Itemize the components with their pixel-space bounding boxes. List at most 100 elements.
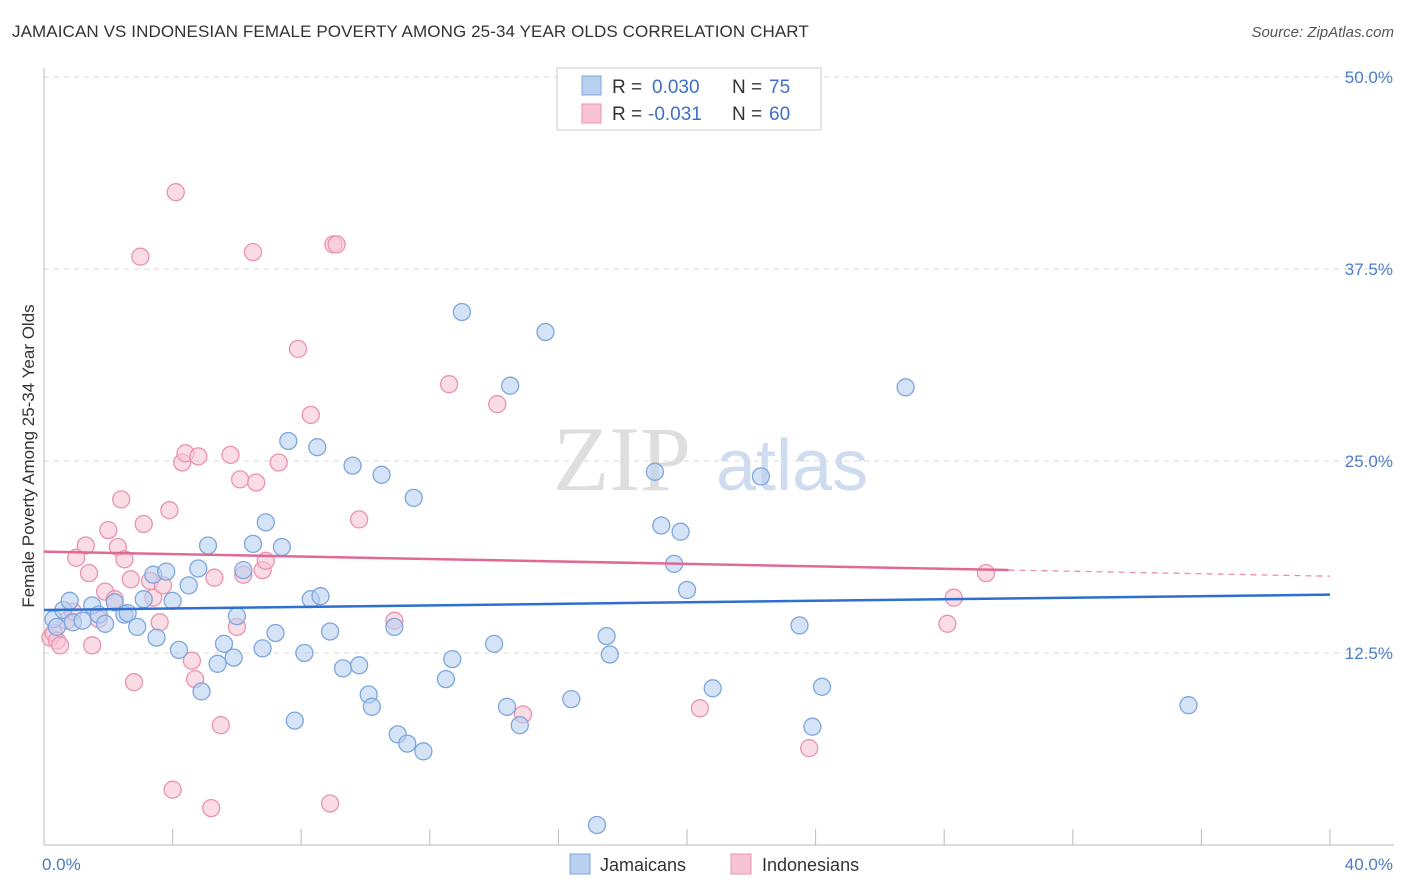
y-tick-label: 50.0% — [1345, 68, 1393, 87]
legend-r-label-2: R = — [612, 104, 642, 125]
indonesians-point — [189, 447, 208, 466]
legend-n-value-1: 75 — [769, 77, 790, 98]
indonesians-point — [205, 568, 224, 587]
axes — [43, 68, 1394, 846]
indonesians-point — [121, 570, 140, 589]
jamaicans-point — [677, 580, 697, 600]
trend-line-1 — [43, 550, 1009, 572]
legend-r-value-2: -0.031 — [648, 104, 702, 125]
chart-title: JAMAICAN VS INDONESIAN FEMALE POVERTY AM… — [12, 22, 809, 41]
indonesians-point — [50, 636, 70, 655]
indonesians-point — [112, 490, 131, 509]
x-tick-label-max: 40.0% — [1345, 855, 1393, 874]
indonesians-point — [944, 588, 963, 607]
watermark-zip: ZIP — [553, 408, 691, 510]
series-legend-swatch-indonesians — [730, 853, 752, 875]
indonesians-point — [124, 673, 144, 692]
jamaicans-point — [510, 716, 529, 735]
jamaicans-point — [47, 617, 67, 637]
jamaicans-point — [414, 742, 433, 761]
jamaicans-point — [703, 679, 722, 698]
jamaicans-point — [234, 560, 253, 580]
jamaicans-point — [803, 717, 822, 736]
jamaicans-point — [587, 815, 607, 835]
jamaicans-point — [349, 656, 369, 675]
legend-n-label-1: N = — [732, 77, 762, 98]
jamaicans-point — [189, 559, 208, 578]
jamaicans-point — [192, 682, 211, 701]
series-legend: Jamaicans Indonesians — [569, 853, 859, 875]
jamaicans-point — [404, 488, 423, 508]
jamaicans-point — [272, 537, 292, 557]
jamaicans-point — [163, 591, 182, 610]
indonesians-point — [150, 613, 169, 632]
correlation-legend: R = 0.030 N = 75 R = -0.031 N = 60 — [556, 67, 822, 131]
jamaicans-point — [128, 617, 147, 637]
series-legend-swatch-jamaicans — [569, 853, 591, 875]
jamaicans-point — [208, 654, 227, 673]
jamaicans-point — [243, 534, 263, 554]
indonesians-point — [488, 395, 507, 414]
jamaicans-point — [597, 626, 616, 646]
jamaicans-point — [279, 431, 298, 451]
indonesians-point — [160, 501, 179, 520]
jamaicans-point — [343, 456, 362, 475]
jamaicans-point — [134, 590, 153, 609]
indonesians-point — [301, 405, 320, 425]
trend-line-0 — [43, 593, 1331, 612]
jamaicans-point — [256, 513, 275, 532]
indonesians-point — [230, 470, 250, 489]
indonesians-point — [163, 780, 182, 799]
jamaicans-point — [671, 522, 690, 541]
indonesians-point — [99, 520, 118, 540]
y-tick-label: 25.0% — [1345, 452, 1393, 471]
jamaicans-point — [227, 606, 247, 626]
jamaicans-point — [385, 617, 404, 637]
jamaicans-point — [295, 643, 314, 663]
legend-n-value-2: 60 — [769, 104, 790, 125]
jamaicans-points — [44, 302, 1198, 835]
indonesians-point — [243, 242, 263, 262]
jamaicans-point — [790, 616, 809, 635]
legend-swatch-pink — [581, 103, 602, 124]
jamaicans-point — [362, 697, 382, 716]
source-label: Source: ZipAtlas.com — [1251, 24, 1394, 41]
indonesians-point — [327, 235, 346, 254]
jamaicans-point — [253, 639, 272, 658]
series-legend-label-indonesians: Indonesians — [762, 855, 859, 875]
jamaicans-point — [372, 465, 391, 484]
jamaicans-point — [320, 622, 340, 641]
indonesians-point — [349, 510, 369, 529]
legend-r-label-1: R = — [612, 77, 642, 98]
legend-swatch-blue — [581, 75, 602, 96]
jamaicans-point — [311, 587, 330, 606]
jamaicans-point — [652, 516, 671, 535]
y-tick-label: 12.5% — [1345, 644, 1393, 663]
indonesians-point — [76, 536, 95, 555]
indonesians-point — [320, 794, 340, 813]
indonesians-point — [83, 636, 102, 655]
jamaicans-point — [60, 591, 79, 610]
legend-r-value-1: 0.030 — [652, 77, 700, 98]
indonesians-point — [166, 183, 185, 202]
indonesians-point — [131, 247, 150, 266]
jamaicans-point — [285, 711, 304, 730]
indonesians-point — [79, 563, 99, 583]
indonesians-point — [690, 699, 710, 718]
x-tick-marks — [172, 829, 1331, 845]
watermark-atlas: atlas — [716, 426, 868, 506]
jamaicans-point — [600, 645, 619, 664]
watermark: ZIP atlas — [553, 408, 868, 510]
indonesians-point — [976, 563, 996, 583]
indonesians-point — [800, 739, 819, 758]
jamaicans-point — [266, 623, 285, 643]
indonesians-point — [134, 514, 153, 534]
trend-extension-1 — [1008, 569, 1331, 577]
indonesians-point — [269, 453, 288, 472]
indonesians-point — [938, 614, 957, 633]
jamaicans-point — [562, 689, 581, 709]
jamaicans-point — [105, 593, 124, 612]
jamaicans-point — [497, 697, 517, 716]
indonesians-point — [202, 798, 221, 818]
